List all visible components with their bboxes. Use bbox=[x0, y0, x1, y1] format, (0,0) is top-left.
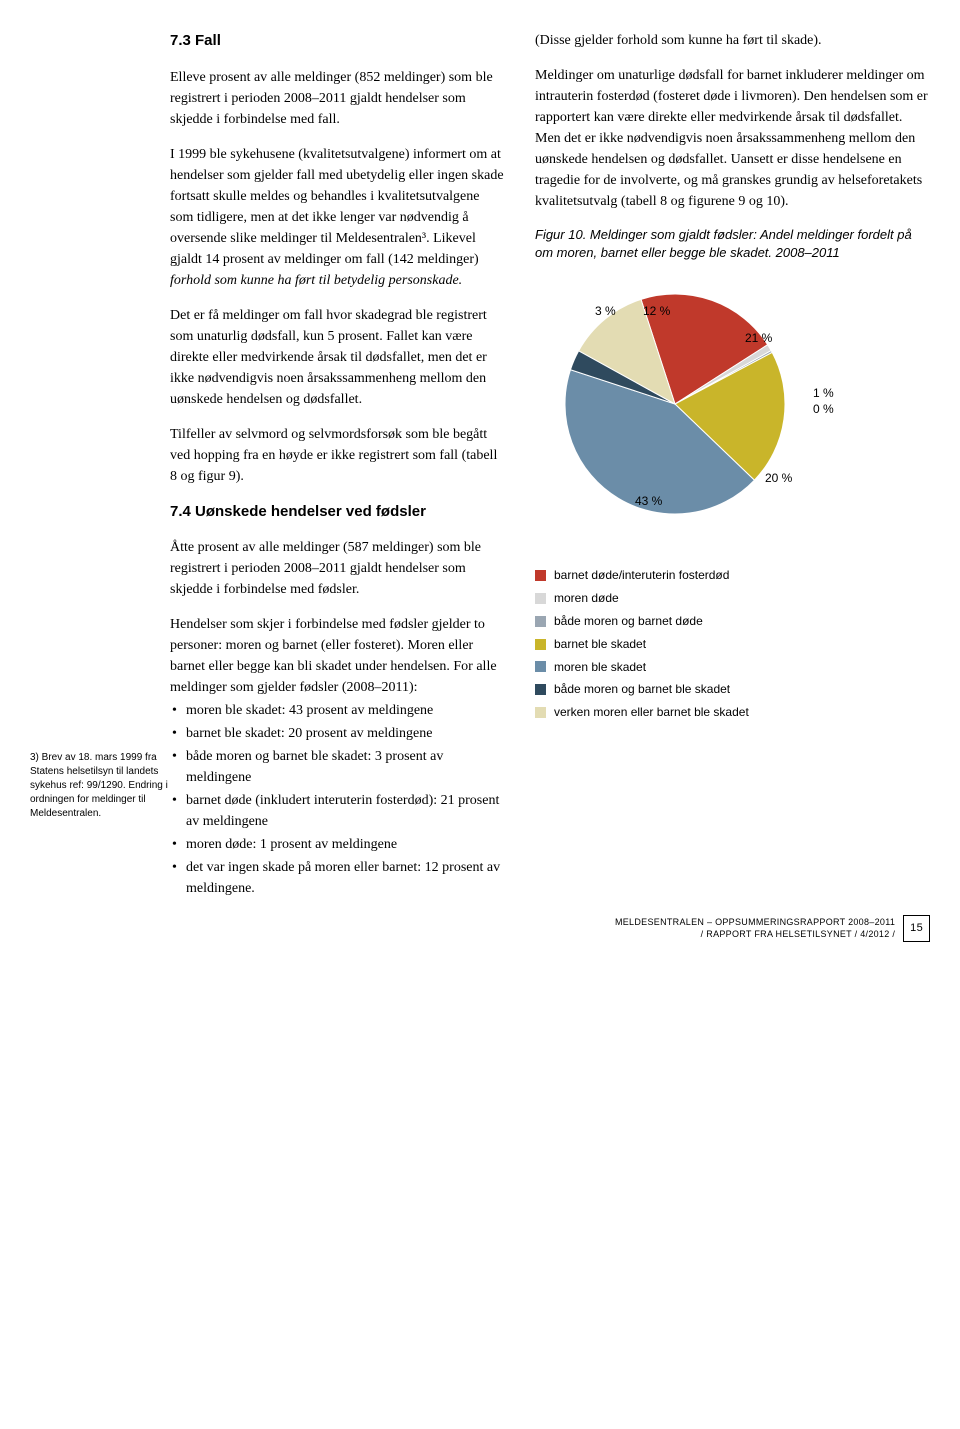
legend-label: både moren og barnet ble skadet bbox=[554, 678, 730, 701]
pie-slice-label: 43 % bbox=[635, 492, 662, 510]
bullet-item: både moren og barnet ble skadet: 3 prose… bbox=[170, 746, 505, 788]
text-span: I 1999 ble sykehusene (kvalitetsutvalgen… bbox=[170, 147, 504, 267]
heading-7-3: 7.3 Fall bbox=[170, 30, 505, 53]
legend-swatch bbox=[535, 707, 546, 718]
legend-label: moren ble skadet bbox=[554, 656, 646, 679]
pie-svg bbox=[535, 274, 835, 534]
legend-item: både moren og barnet døde bbox=[535, 610, 930, 633]
page-number: 15 bbox=[903, 915, 930, 942]
figure-caption: Figur 10. Meldinger som gjaldt fødsler: … bbox=[535, 226, 930, 262]
paragraph: Elleve prosent av alle meldinger (852 me… bbox=[170, 67, 505, 130]
paragraph: Det er få meldinger om fall hvor skadegr… bbox=[170, 305, 505, 410]
pie-chart: 3 %12 %21 %1 %0 %20 %43 % bbox=[535, 274, 835, 534]
pie-slice-label: 12 % bbox=[643, 302, 670, 320]
bullet-item: moren døde: 1 prosent av meldingene bbox=[170, 834, 505, 855]
legend-item: barnet ble skadet bbox=[535, 633, 930, 656]
paragraph: I 1999 ble sykehusene (kvalitetsutvalgen… bbox=[170, 144, 505, 291]
legend-item: verken moren eller barnet ble skadet bbox=[535, 701, 930, 724]
heading-7-4: 7.4 Uønskede hendelser ved fødsler bbox=[170, 501, 505, 524]
footer-line-2: / RAPPORT FRA HELSETILSYNET / 4/2012 / bbox=[615, 928, 895, 941]
pie-slice-label: 0 % bbox=[813, 400, 834, 418]
bullet-item: barnet døde (inkludert interuterin foste… bbox=[170, 790, 505, 832]
pie-slice-label: 3 % bbox=[595, 302, 616, 320]
bullet-item: barnet ble skadet: 20 prosent av melding… bbox=[170, 723, 505, 744]
bullet-item: det var ingen skade på moren eller barne… bbox=[170, 857, 505, 899]
legend-swatch bbox=[535, 616, 546, 627]
paragraph: Åtte prosent av alle meldinger (587 meld… bbox=[170, 537, 505, 600]
page-footer: MELDESENTRALEN – OPPSUMMERINGSRAPPORT 20… bbox=[0, 911, 960, 956]
paragraph: Tilfeller av selvmord og selvmordsforsøk… bbox=[170, 424, 505, 487]
pie-slice-label: 21 % bbox=[745, 329, 772, 347]
legend-swatch bbox=[535, 570, 546, 581]
legend-swatch bbox=[535, 593, 546, 604]
footer-line-1: MELDESENTRALEN – OPPSUMMERINGSRAPPORT 20… bbox=[615, 916, 895, 929]
text-italic: forhold som kunne ha ført til betydelig … bbox=[170, 273, 462, 288]
legend-label: barnet ble skadet bbox=[554, 633, 646, 656]
legend-item: både moren og barnet ble skadet bbox=[535, 678, 930, 701]
legend-label: barnet døde/interuterin fosterdød bbox=[554, 564, 729, 587]
legend-swatch bbox=[535, 684, 546, 695]
bullet-list: moren ble skadet: 43 prosent av meldinge… bbox=[170, 700, 505, 899]
legend-item: moren døde bbox=[535, 587, 930, 610]
legend-label: moren døde bbox=[554, 587, 619, 610]
legend-item: moren ble skadet bbox=[535, 656, 930, 679]
legend: barnet døde/interuterin fosterdødmoren d… bbox=[535, 564, 930, 724]
paragraph: Meldinger om unaturlige dødsfall for bar… bbox=[535, 65, 930, 212]
pie-slice-label: 20 % bbox=[765, 469, 792, 487]
footnote-3: 3) Brev av 18. mars 1999 fra Statens hel… bbox=[30, 751, 170, 821]
legend-item: barnet døde/interuterin fosterdød bbox=[535, 564, 930, 587]
bullet-item: moren ble skadet: 43 prosent av meldinge… bbox=[170, 700, 505, 721]
legend-swatch bbox=[535, 661, 546, 672]
legend-label: både moren og barnet døde bbox=[554, 610, 703, 633]
legend-swatch bbox=[535, 639, 546, 650]
legend-label: verken moren eller barnet ble skadet bbox=[554, 701, 749, 724]
paragraph: Hendelser som skjer i forbindelse med fø… bbox=[170, 614, 505, 698]
paragraph: (Disse gjelder forhold som kunne ha ført… bbox=[535, 30, 930, 51]
